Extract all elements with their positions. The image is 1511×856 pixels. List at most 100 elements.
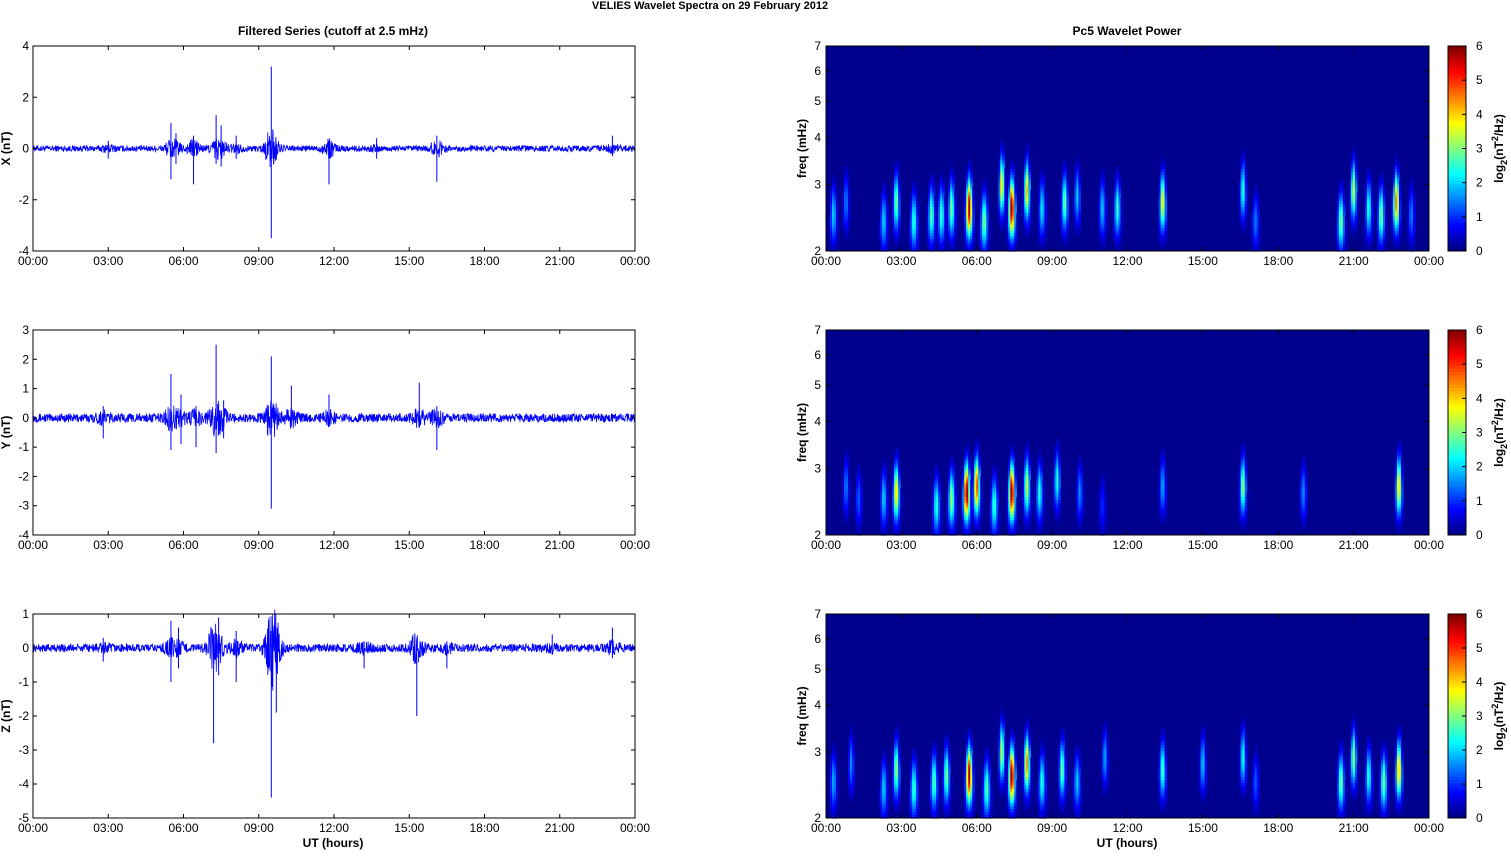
- left-2-xtick-0: 00:00: [18, 538, 48, 552]
- left-2-xtick-4: 12:00: [319, 538, 349, 552]
- left-2-xtick-5: 15:00: [394, 538, 424, 552]
- left-x-axis-label: UT (hours): [303, 836, 364, 850]
- ytick-left-2-1: -3: [18, 499, 29, 513]
- colorbar-label-right-1: log2(nT2/Hz): [1490, 114, 1509, 183]
- colorbar-tick-right-3-0: 0: [1476, 811, 1483, 825]
- ylabel-right-2: freq (mHz): [795, 403, 809, 462]
- right-2-xtick-7: 21:00: [1339, 538, 1369, 552]
- colorbar-label-right-3: log2(nT2/Hz): [1490, 682, 1509, 751]
- ytick-right-1-5: 7: [814, 39, 821, 53]
- right-3-xtick-8: 00:00: [1414, 821, 1444, 835]
- ytick-right-1-2: 4: [814, 131, 821, 145]
- left-2-xtick-7: 21:00: [545, 538, 575, 552]
- colorbar-tick-right-2-6: 6: [1476, 323, 1483, 337]
- ylabel-left-1: X (nT): [0, 132, 13, 166]
- ytick-right-3-5: 7: [814, 607, 821, 621]
- left-1-xtick-7: 21:00: [545, 254, 575, 268]
- right-2-xtick-6: 18:00: [1263, 538, 1293, 552]
- colorbar-tick-right-1-2: 2: [1476, 176, 1483, 190]
- left-3-xtick-0: 00:00: [18, 821, 48, 835]
- right-1-xtick-5: 15:00: [1188, 254, 1218, 268]
- colorbar-tick-right-3-4: 4: [1476, 675, 1483, 689]
- colorbar-tick-right-2-4: 4: [1476, 391, 1483, 405]
- left-3-xtick-8: 00:00: [620, 821, 650, 835]
- trace-left-3: [33, 610, 635, 691]
- colorbar-tick-right-2-3: 3: [1476, 426, 1483, 440]
- colorbar-tick-right-1-1: 1: [1476, 210, 1483, 224]
- colorbar-tick-right-2-2: 2: [1476, 460, 1483, 474]
- left-1-xtick-3: 09:00: [244, 254, 274, 268]
- left-1-xtick-1: 03:00: [93, 254, 123, 268]
- ylabel-right-1: freq (mHz): [795, 119, 809, 178]
- ytick-right-2-4: 6: [814, 348, 821, 362]
- right-2-xtick-4: 12:00: [1112, 538, 1142, 552]
- ytick-left-2-3: -1: [18, 440, 29, 454]
- right-3-xtick-5: 15:00: [1188, 821, 1218, 835]
- right-1-xtick-4: 12:00: [1112, 254, 1142, 268]
- left-1-xtick-5: 15:00: [394, 254, 424, 268]
- ytick-left-2-2: -2: [18, 469, 29, 483]
- colorbar-tick-right-3-1: 1: [1476, 777, 1483, 791]
- ytick-right-1-4: 6: [814, 64, 821, 78]
- ytick-left-2-7: 3: [22, 323, 29, 337]
- right-3-xtick-4: 12:00: [1112, 821, 1142, 835]
- right-2-xtick-1: 03:00: [886, 538, 916, 552]
- right-1-xtick-8: 00:00: [1414, 254, 1444, 268]
- left-2-xtick-1: 03:00: [93, 538, 123, 552]
- colorbar-tick-right-3-2: 2: [1476, 743, 1483, 757]
- axes-box-left-2: [33, 330, 635, 535]
- plot-grid: -4 -2 0 2 4 00:00 03:00 06:00 09:00 12:00 15:00 18:…: [0, 39, 1509, 835]
- right-1-xtick-7: 21:00: [1339, 254, 1369, 268]
- ytick-left-1-4: 4: [22, 39, 29, 53]
- ytick-right-1-3: 5: [814, 94, 821, 108]
- right-2-xtick-2: 06:00: [962, 538, 992, 552]
- left-3-xtick-5: 15:00: [394, 821, 424, 835]
- right-1-xtick-2: 06:00: [962, 254, 992, 268]
- colorbar-tick-right-3-6: 6: [1476, 607, 1483, 621]
- left-1-xtick-6: 18:00: [469, 254, 499, 268]
- colorbar-tick-right-1-6: 6: [1476, 39, 1483, 53]
- ytick-right-1-1: 3: [814, 178, 821, 192]
- colorbar-label-right-2: log2(nT2/Hz): [1490, 398, 1509, 467]
- right-2-xtick-0: 00:00: [811, 538, 841, 552]
- trace-left-1: [33, 129, 635, 167]
- left-3-xtick-7: 21:00: [545, 821, 575, 835]
- right-1-xtick-0: 00:00: [811, 254, 841, 268]
- ytick-left-3-6: 1: [22, 607, 29, 621]
- ytick-left-1-1: -2: [18, 193, 29, 207]
- ytick-left-2-4: 0: [22, 411, 29, 425]
- right-2-xtick-5: 15:00: [1188, 538, 1218, 552]
- right-2-xtick-3: 09:00: [1037, 538, 1067, 552]
- ylabel-left-3: Z (nT): [0, 699, 13, 732]
- colorbar-right-3: 0 1 2 3 4 5 6 log2(nT2/Hz): [1448, 607, 1509, 825]
- right-2-xtick-8: 00:00: [1414, 538, 1444, 552]
- colorbar-tick-right-1-3: 3: [1476, 142, 1483, 156]
- ytick-left-2-6: 2: [22, 352, 29, 366]
- colorbar-tick-right-2-5: 5: [1476, 357, 1483, 371]
- left-2-xtick-3: 09:00: [244, 538, 274, 552]
- ytick-left-3-1: -4: [18, 777, 29, 791]
- ytick-left-3-3: -2: [18, 709, 29, 723]
- left-1-xtick-2: 06:00: [168, 254, 198, 268]
- colorbar-tick-right-3-3: 3: [1476, 709, 1483, 723]
- left-2-xtick-6: 18:00: [469, 538, 499, 552]
- ylabel-right-3: freq (mHz): [795, 686, 809, 745]
- colorbar-tick-right-1-5: 5: [1476, 73, 1483, 87]
- left-3-xtick-3: 09:00: [244, 821, 274, 835]
- ytick-right-3-2: 4: [814, 698, 821, 712]
- ytick-left-2-5: 1: [22, 382, 29, 396]
- axes-box-left-3: [33, 614, 635, 818]
- left-3-xtick-2: 06:00: [168, 821, 198, 835]
- ytick-left-3-2: -3: [18, 743, 29, 757]
- colorbar-tick-right-3-5: 5: [1476, 641, 1483, 655]
- ytick-left-1-3: 2: [22, 90, 29, 104]
